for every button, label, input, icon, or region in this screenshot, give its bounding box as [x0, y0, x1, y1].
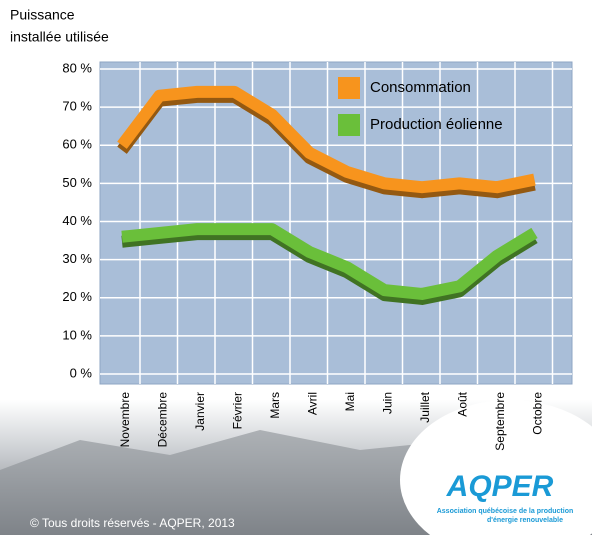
logo-caption: d'énergie renouvelable	[487, 517, 563, 524]
x-tick-label: Février	[231, 392, 245, 429]
logo-caption: Association québécoise de la production	[437, 508, 574, 515]
y-tick-label: 40 %	[62, 213, 92, 228]
plot-panel	[99, 61, 573, 385]
x-tick-label: Juillet	[418, 391, 432, 422]
x-tick-label: Mars	[268, 392, 282, 419]
x-tick-label: Octobre	[531, 392, 545, 435]
series-line	[117, 85, 536, 194]
x-tick-label: Août	[456, 391, 470, 416]
x-tick-label: Juin	[381, 392, 395, 414]
legend-label: Consommation	[370, 79, 471, 96]
legend-swatch	[338, 77, 360, 99]
y-tick-label: 0 %	[70, 365, 93, 380]
y-tick-label: 50 %	[62, 175, 92, 190]
y-tick-label: 80 %	[62, 60, 92, 75]
x-tick-label: Septembre	[493, 392, 507, 451]
legend-swatch	[338, 114, 360, 136]
series-line	[121, 223, 538, 300]
y-tick-label: 20 %	[62, 289, 92, 304]
x-tick-label: Avril	[306, 392, 320, 415]
y-axis-title: installée utilisée	[10, 29, 109, 45]
x-tick-label: Janvier	[193, 392, 207, 431]
x-tick-label: Mai	[343, 392, 357, 411]
logo-background	[400, 400, 592, 535]
y-tick-label: 10 %	[62, 327, 92, 342]
y-tick-label: 70 %	[62, 99, 92, 114]
x-tick-label: Novembre	[118, 392, 132, 448]
legend-label: Production éolienne	[370, 116, 503, 133]
vertical-grid	[139, 62, 554, 384]
y-tick-label: 60 %	[62, 137, 92, 152]
logo: AQPER	[446, 470, 554, 503]
y-tick-label: 30 %	[62, 251, 92, 266]
copyright: © Tous droits réservés - AQPER, 2013	[30, 516, 235, 530]
y-axis-title: Puissance	[10, 7, 75, 23]
x-tick-label: Décembre	[156, 392, 170, 448]
